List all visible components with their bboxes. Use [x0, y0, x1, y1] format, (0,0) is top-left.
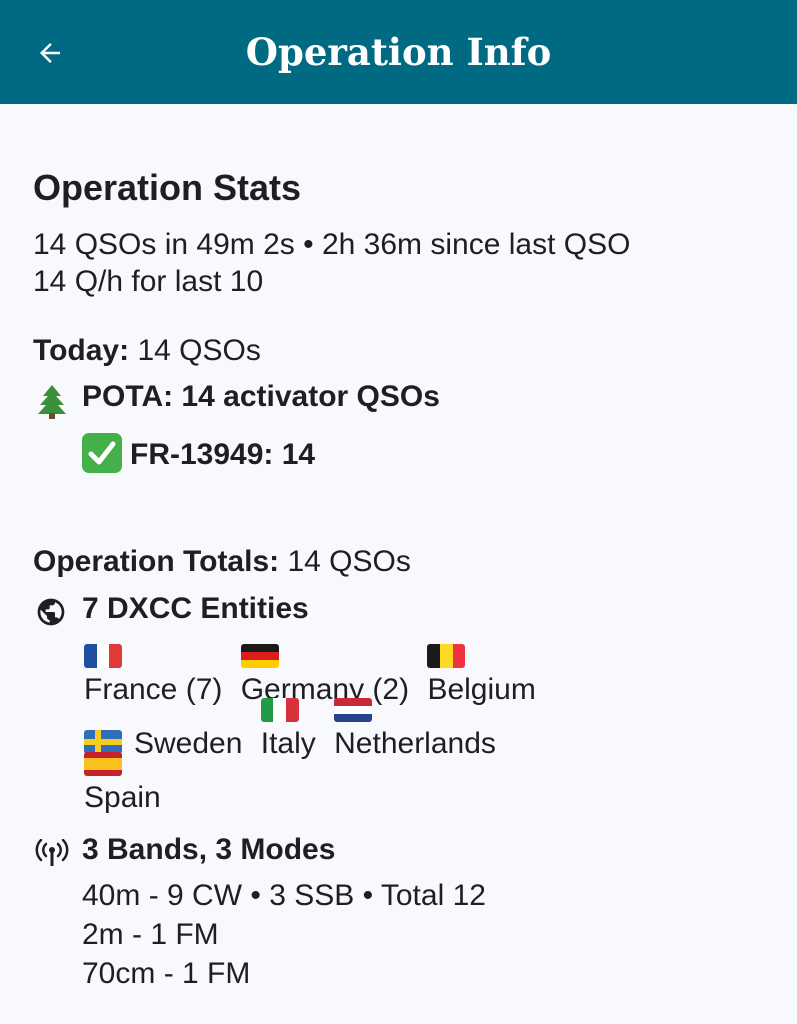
- band-row-2m: 2m - 1 FM: [82, 918, 219, 951]
- today-label: Today:: [33, 334, 130, 367]
- dxcc-row-1: France (7) Germany (2) Belgium: [84, 644, 546, 709]
- dxcc-row-2: Sweden Italy Netherlands: [84, 698, 506, 763]
- arrow-left-icon: [40, 43, 60, 63]
- totals-row: Operation Totals: 14 QSOs: [33, 543, 411, 581]
- check-mark-icon: [82, 433, 122, 474]
- evergreen-tree-icon: [38, 385, 66, 419]
- country-belgium: Belgium: [427, 644, 536, 709]
- country-france: France (7): [84, 644, 222, 709]
- spain-flag: [84, 752, 122, 776]
- band-row-40m: 40m - 9 CW • 3 SSB • Total 12: [82, 879, 486, 912]
- country-sweden: Sweden: [84, 725, 242, 763]
- country-italy: Italy: [260, 698, 316, 763]
- germany-flag: [240, 644, 279, 668]
- country-netherlands: Netherlands: [334, 698, 496, 763]
- dxcc-row-3: Spain: [84, 752, 171, 817]
- country-spain: Spain: [84, 752, 161, 817]
- today-row: Today: 14 QSOs: [33, 332, 261, 370]
- netherlands-flag: [334, 698, 373, 722]
- stats-summary: 14 QSOs in 49m 2s • 2h 36m since last QS…: [33, 228, 631, 261]
- sweden-flag: [84, 730, 122, 755]
- pota-park: FR-13949: 14: [130, 438, 316, 471]
- bands-summary: 3 Bands, 3 Modes: [82, 833, 336, 866]
- totals-label: Operation Totals:: [33, 545, 280, 578]
- back-button[interactable]: [22, 30, 78, 76]
- dxcc-summary: 7 DXCC Entities: [82, 592, 309, 625]
- globe-icon: [37, 598, 65, 626]
- totals-value: 14 QSOs: [287, 545, 411, 578]
- france-flag: [84, 644, 122, 668]
- today-value: 14 QSOs: [137, 334, 261, 367]
- antenna-icon: [35, 839, 69, 866]
- app-bar: Operation Info: [0, 0, 797, 104]
- stats-rate: 14 Q/h for last 10: [33, 265, 264, 298]
- pota-summary: POTA: 14 activator QSOs: [82, 380, 440, 413]
- italy-flag: [260, 698, 299, 722]
- pota-park-row: FR-13949: 14: [82, 433, 316, 476]
- stats-title: Operation Stats: [33, 167, 302, 208]
- page-title: Operation Info: [245, 30, 552, 74]
- belgium-flag: [427, 644, 466, 668]
- band-row-70cm: 70cm - 1 FM: [82, 957, 251, 990]
